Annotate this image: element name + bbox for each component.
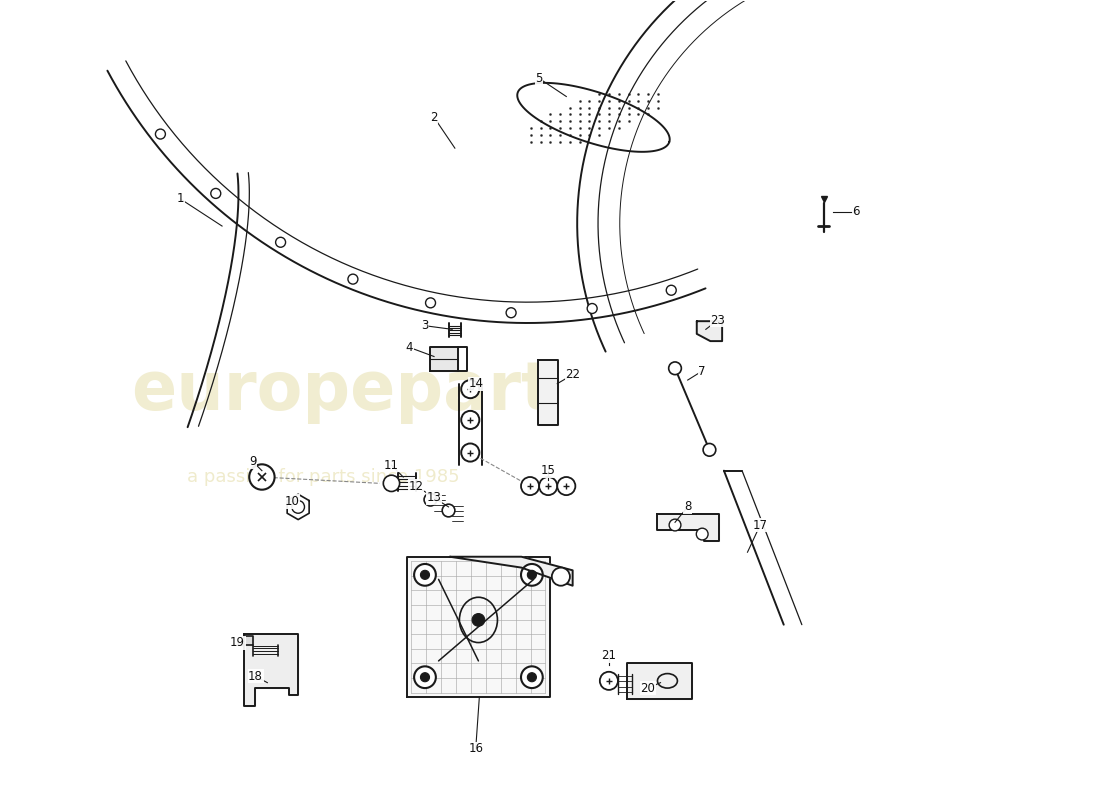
Circle shape: [521, 666, 542, 688]
Circle shape: [506, 308, 516, 318]
Circle shape: [552, 567, 570, 586]
Circle shape: [521, 564, 542, 586]
Circle shape: [426, 298, 436, 308]
Circle shape: [703, 443, 716, 456]
Text: a passion for parts since 1985: a passion for parts since 1985: [187, 468, 460, 486]
Text: 21: 21: [602, 649, 616, 662]
Text: 1: 1: [177, 192, 184, 206]
Text: 17: 17: [752, 518, 768, 531]
Circle shape: [211, 189, 221, 198]
Circle shape: [442, 504, 455, 517]
Polygon shape: [450, 557, 573, 586]
Text: 5: 5: [536, 72, 542, 85]
Text: 8: 8: [684, 501, 692, 514]
Polygon shape: [244, 634, 298, 706]
Circle shape: [414, 564, 436, 586]
Circle shape: [461, 443, 480, 462]
Text: 13: 13: [427, 491, 441, 504]
Circle shape: [461, 411, 480, 429]
Circle shape: [425, 494, 437, 506]
Circle shape: [527, 570, 537, 579]
Polygon shape: [244, 635, 253, 645]
Polygon shape: [430, 347, 458, 371]
Circle shape: [527, 673, 537, 682]
Text: 10: 10: [285, 495, 299, 508]
Circle shape: [461, 380, 480, 398]
Circle shape: [276, 238, 286, 247]
Circle shape: [669, 519, 681, 531]
Circle shape: [250, 464, 275, 490]
Circle shape: [348, 274, 358, 284]
Circle shape: [600, 672, 618, 690]
Text: 3: 3: [421, 319, 429, 332]
Circle shape: [292, 501, 305, 514]
Polygon shape: [657, 514, 718, 542]
Circle shape: [472, 614, 485, 626]
Polygon shape: [407, 557, 550, 697]
Text: 4: 4: [406, 341, 414, 354]
Text: 20: 20: [640, 682, 656, 694]
Circle shape: [669, 362, 681, 374]
Polygon shape: [696, 321, 722, 341]
Text: 23: 23: [711, 314, 725, 326]
Circle shape: [383, 475, 399, 491]
Text: 14: 14: [469, 377, 483, 390]
Circle shape: [414, 666, 436, 688]
Circle shape: [420, 673, 429, 682]
Circle shape: [696, 528, 708, 540]
Text: 16: 16: [469, 742, 483, 755]
Polygon shape: [627, 662, 692, 699]
Text: 19: 19: [230, 636, 245, 650]
Circle shape: [521, 477, 539, 495]
Text: 6: 6: [852, 205, 860, 218]
Circle shape: [420, 570, 429, 579]
Text: 7: 7: [698, 365, 706, 378]
Circle shape: [558, 477, 575, 495]
Circle shape: [587, 303, 597, 314]
Text: 11: 11: [384, 458, 399, 472]
Text: 18: 18: [249, 670, 263, 683]
Circle shape: [539, 477, 558, 495]
Text: 2: 2: [430, 111, 438, 124]
Text: europepart: europepart: [131, 358, 552, 424]
Text: 9: 9: [249, 455, 256, 468]
Polygon shape: [538, 360, 558, 426]
Circle shape: [155, 129, 165, 139]
Text: 15: 15: [541, 464, 556, 477]
Text: 12: 12: [408, 479, 424, 493]
Text: 22: 22: [565, 368, 580, 381]
Circle shape: [667, 286, 676, 295]
